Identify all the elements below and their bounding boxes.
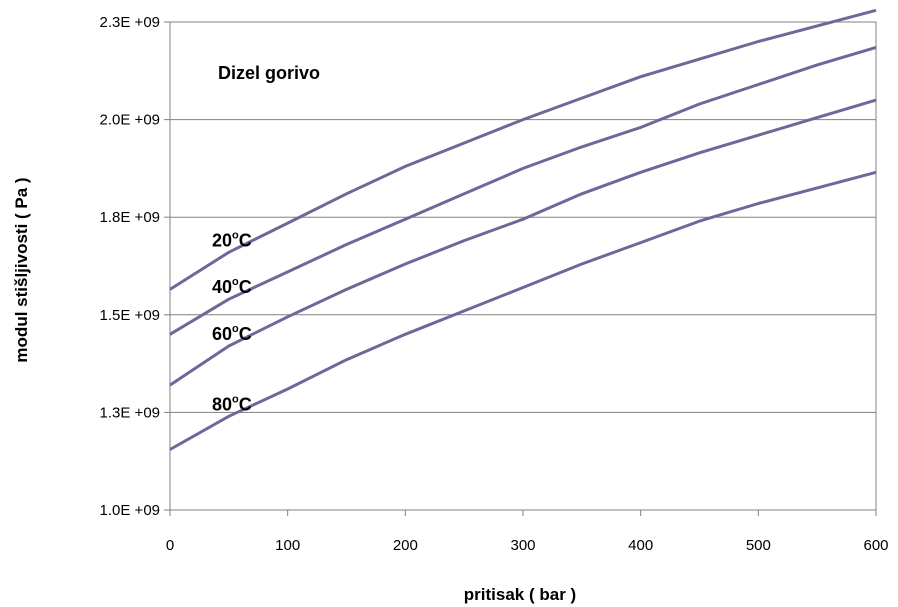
y-tick-label: 1.3E +09: [100, 404, 160, 421]
gridlines: [164, 21, 877, 516]
x-tick-label: 300: [510, 537, 535, 554]
x-tick-label: 0: [166, 537, 174, 554]
series-label-3: 80oC: [212, 393, 252, 414]
y-tick-label: 1.5E +09: [100, 307, 160, 324]
y-tick-label: 1.8E +09: [100, 209, 160, 226]
series-label-2: 60oC: [212, 323, 252, 344]
x-axis-title: pritisak ( bar ): [464, 585, 576, 604]
series-label-0: 20oC: [212, 229, 252, 250]
x-tick-label: 400: [628, 537, 653, 554]
y-tick-label: 2.0E +09: [100, 112, 160, 129]
series-line-0: [169, 8, 877, 291]
x-tick-label: 600: [863, 537, 888, 554]
series-label-1: 40oC: [212, 276, 252, 297]
series-labels: 20oC 40oC 60oC 80oC: [212, 229, 252, 414]
x-tick-label: 200: [393, 537, 418, 554]
x-tick-label: 100: [275, 537, 300, 554]
series-lines: [169, 8, 877, 451]
y-tick-label: 2.3E +09: [100, 14, 160, 31]
chart-annotation: Dizel gorivo: [218, 63, 320, 83]
x-tick-label: 500: [746, 537, 771, 554]
series-line-2: [169, 98, 877, 387]
tick-labels: 1.0E +09 1.3E +09 1.5E +09 1.8E +09 2.0E +09…: [100, 14, 889, 554]
series-line-3: [169, 170, 877, 451]
plot-area: [169, 21, 877, 511]
y-tick-label: 1.0E +09: [100, 502, 160, 519]
y-axis-title: modul stišljivosti ( Pa ): [12, 177, 31, 362]
series-line-1: [169, 45, 877, 336]
